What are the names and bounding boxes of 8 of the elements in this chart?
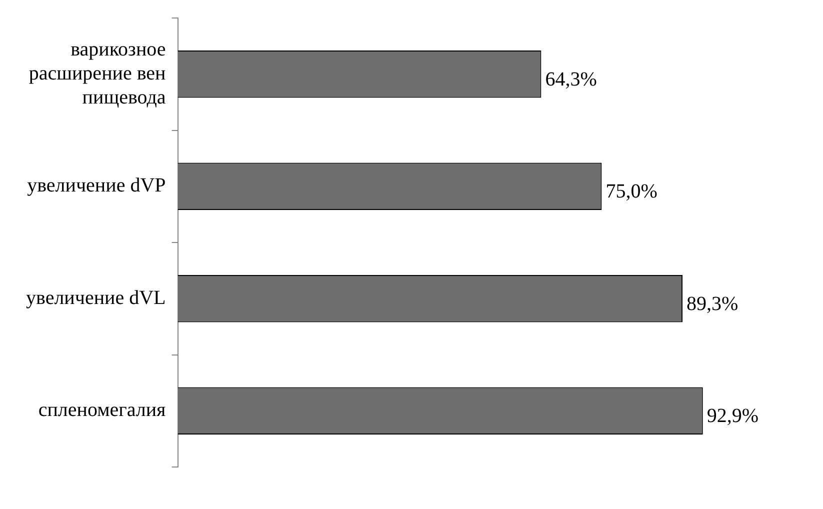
data-label: 89,3% [686,292,738,315]
y-tick-label: увеличение dVL [26,286,166,309]
data-label: 92,9% [706,405,759,428]
y-tick-label: спленомегалия [38,399,166,422]
y-tick-label: варикозное расширение вен пищевода [28,38,166,108]
data-label: 75,0% [606,180,658,203]
data-label: 64,3% [545,68,597,90]
y-tick-label: увеличение dVP [27,174,166,197]
